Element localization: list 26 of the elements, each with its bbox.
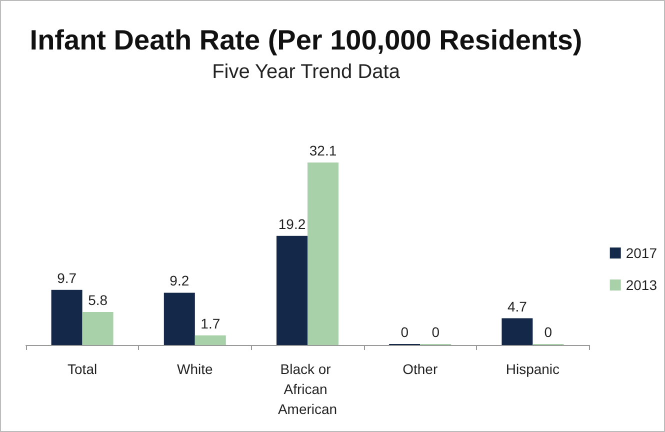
bar xyxy=(82,312,114,345)
bar xyxy=(164,292,195,345)
data-label: 32.1 xyxy=(309,142,337,158)
x-tick-label: Black or African American xyxy=(278,361,338,417)
bar xyxy=(51,290,82,345)
bar xyxy=(276,236,308,345)
data-label: 9.2 xyxy=(170,272,190,289)
x-tick-label: Total xyxy=(68,361,98,377)
data-label: 5.8 xyxy=(88,292,108,308)
data-label: 9.7 xyxy=(57,270,77,286)
legend-label: 2013 xyxy=(626,277,658,293)
bar xyxy=(502,318,533,345)
x-tick-label: Other xyxy=(402,361,438,377)
data-label: 0 xyxy=(400,324,409,340)
bar xyxy=(194,335,226,345)
data-label: 0 xyxy=(544,324,552,340)
data-label: 4.7 xyxy=(507,298,528,314)
data-label: 1.7 xyxy=(200,315,220,332)
data-label: 19.2 xyxy=(278,216,306,232)
x-tick-label: Hispanic xyxy=(506,361,560,377)
bar xyxy=(308,162,338,345)
chart-title: Infant Death Rate (Per 100,000 Residents) xyxy=(30,24,582,56)
data-label: 0 xyxy=(432,324,440,340)
chart-subtitle: Five Year Trend Data xyxy=(212,61,401,83)
legend-label: 2017 xyxy=(626,245,658,261)
x-tick-label: White xyxy=(177,361,213,377)
